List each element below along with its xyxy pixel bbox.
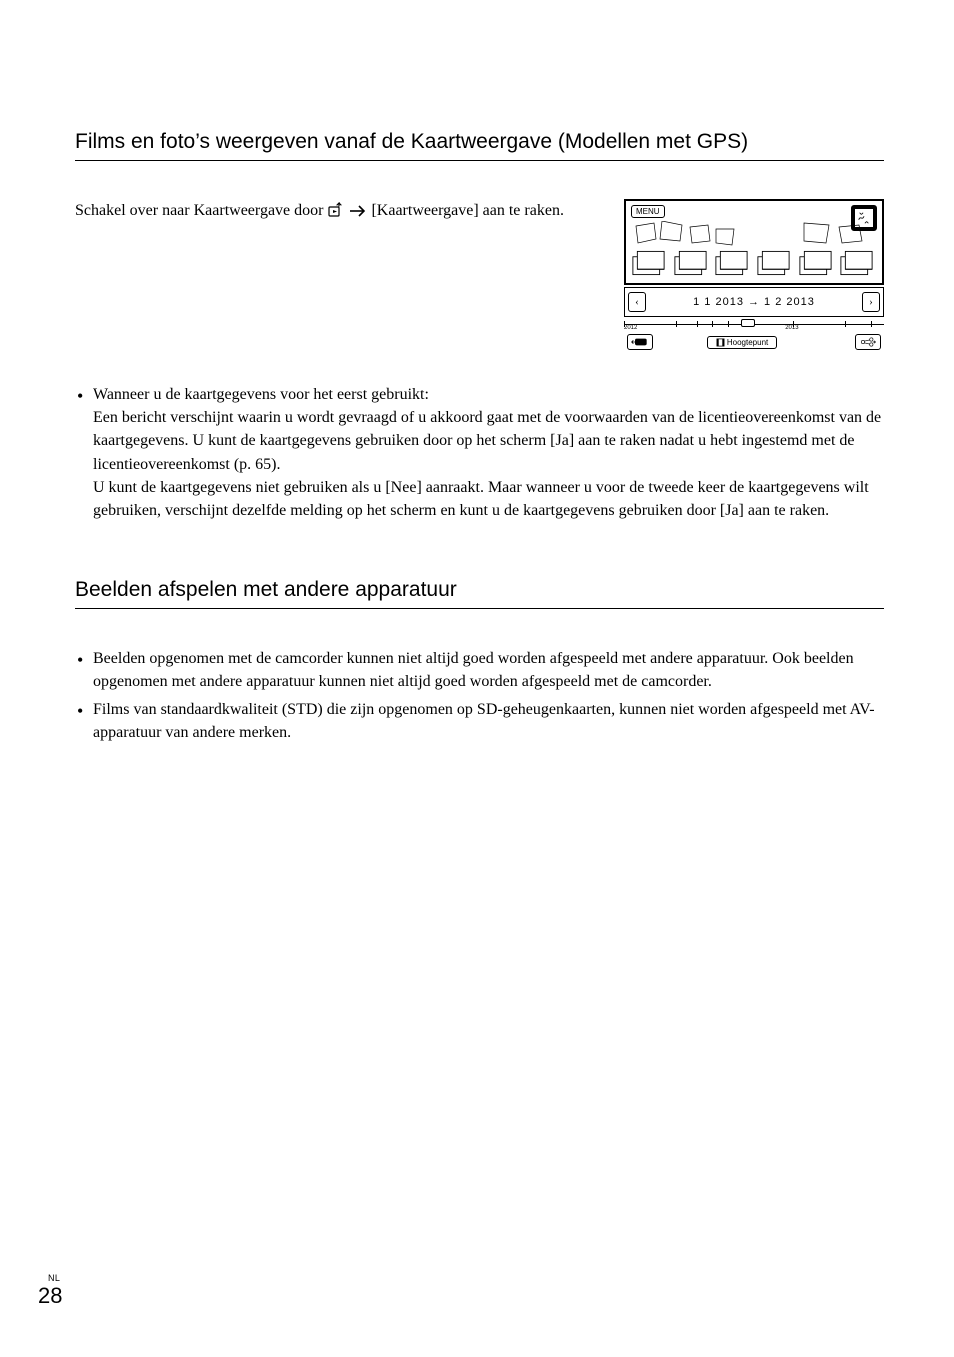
share-icon (859, 337, 877, 347)
screen-top-panel: MENU (624, 199, 884, 285)
menu-button[interactable]: MENU (631, 205, 665, 218)
timeline-marker[interactable] (741, 319, 755, 327)
next-date-button[interactable]: › (862, 292, 880, 312)
thumbnail-row (632, 247, 876, 279)
bullet-body2: U kunt de kaartgegevens niet gebruiken a… (93, 479, 869, 519)
intro-row: Schakel over naar Kaartweergave door [Ka… (75, 199, 884, 353)
page-footer: NL 28 (38, 1273, 62, 1309)
intro-part2: [Kaartweergave] aan te raken. (371, 202, 563, 219)
highlight-label: Hoogtepunt (727, 338, 768, 347)
section1-bullets: Wanneer u de kaartgegevens voor het eers… (75, 383, 884, 522)
bullet-other-devices-2: Films van standaardkwaliteit (STD) die z… (75, 698, 884, 744)
thumbnail-4[interactable] (757, 247, 793, 279)
timeline-year-right: 2013 (785, 325, 798, 331)
thumbnail-6[interactable] (840, 247, 876, 279)
prev-date-button[interactable]: ‹ (628, 292, 646, 312)
page-number: 28 (38, 1283, 62, 1308)
back-icon (631, 337, 649, 347)
bullet-lead: Wanneer u de kaartgegevens voor het eers… (93, 386, 429, 403)
bullet-map-data-first-use: Wanneer u de kaartgegevens voor het eers… (75, 383, 884, 522)
highlight-icon (716, 338, 725, 347)
section-title-other-devices: Beelden afspelen met andere apparatuur (75, 578, 884, 609)
intro-text: Schakel over naar Kaartweergave door [Ka… (75, 199, 604, 223)
timeline-year-left: 2012 (624, 325, 637, 331)
section-title-map-view: Films en foto’s weergeven vanaf de Kaart… (75, 130, 884, 161)
bullet-body: Een bericht verschijnt waarin u wordt ge… (93, 409, 881, 472)
date-range-text: 1 1 2013 → 1 2 2013 (646, 296, 862, 308)
share-button[interactable] (855, 334, 881, 350)
thumbnail-2[interactable] (674, 247, 710, 279)
arrow-right-icon (349, 202, 367, 220)
thumbnail-3[interactable] (715, 247, 751, 279)
map-view-screen-figure: MENU (624, 199, 884, 353)
page-language: NL (48, 1273, 62, 1283)
highlight-button[interactable]: Hoogtepunt (707, 336, 777, 349)
section2-bullets: Beelden opgenomen met de camcorder kunne… (75, 647, 884, 744)
playback-mode-icon (327, 202, 345, 220)
screen-date-panel: ‹ 1 1 2013 → 1 2 2013 › (624, 287, 884, 317)
thumbnail-5[interactable] (799, 247, 835, 279)
screen-bottom-panel: Hoogtepunt (624, 331, 884, 353)
section-2: Beelden afspelen met andere apparatuur B… (75, 578, 884, 744)
intro-part1: Schakel over naar Kaartweergave door (75, 202, 327, 219)
screen-timeline-panel: 2012 2013 (624, 319, 884, 329)
bullet-other-devices-1: Beelden opgenomen met de camcorder kunne… (75, 647, 884, 693)
thumbnail-1[interactable] (632, 247, 668, 279)
back-button[interactable] (627, 334, 653, 350)
